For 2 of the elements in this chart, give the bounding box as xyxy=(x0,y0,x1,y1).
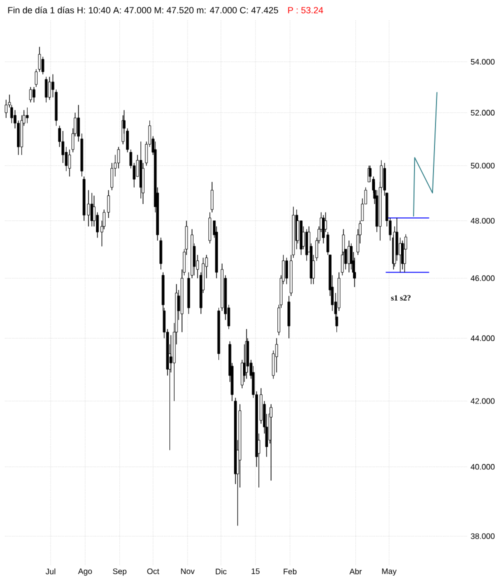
chart-title: Fin de día 1 días H: 10:40 A: 47.000 M: 47.520 m: 47.000 C: 47.425 xyxy=(8,6,278,14)
chart-subtitle: P : 53.24 xyxy=(288,6,324,14)
